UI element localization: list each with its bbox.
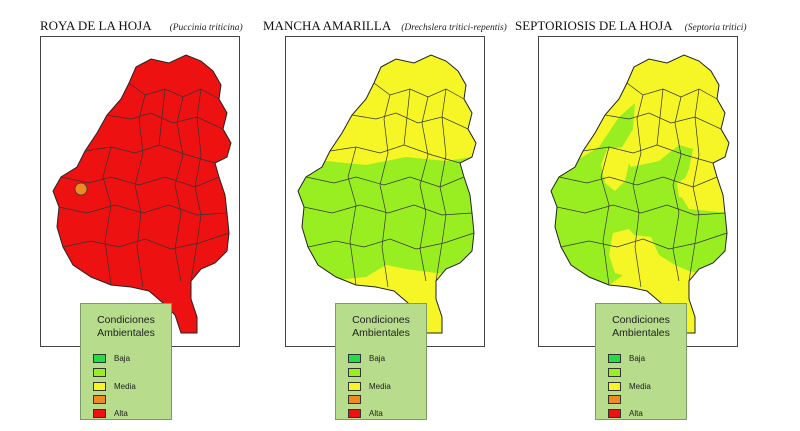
orange-spot xyxy=(74,182,88,196)
legend-label-media: Media xyxy=(369,382,391,391)
map-frame xyxy=(538,36,738,347)
panel-roya: ROYA DE LA HOJA (Puccinia triticina) Cond xyxy=(40,0,296,431)
zone-media-patch-b xyxy=(609,229,639,277)
legend: Condiciones Ambientales Baja Media Alta xyxy=(80,303,172,420)
legend-row-naranja xyxy=(93,394,114,405)
department-boundaries xyxy=(556,82,728,288)
legend-label-alta: Alta xyxy=(629,409,643,418)
province-shape xyxy=(52,54,232,334)
department-boundaries xyxy=(303,82,475,288)
panel-title: ROYA DE LA HOJA (Puccinia triticina) xyxy=(40,18,243,34)
title-scientific-name: (Septoria tritici) xyxy=(684,23,747,33)
title-main: MANCHA AMARILLA xyxy=(263,18,392,33)
legend-label-baja: Baja xyxy=(369,354,386,363)
legend-title-line1: Condiciones xyxy=(612,314,670,326)
legend-row-verde xyxy=(608,367,629,378)
legend-row-baja: Baja xyxy=(608,353,645,364)
title-scientific-name: (Drechslera tritici-repentis) xyxy=(401,23,507,33)
legend-title-line2: Ambientales xyxy=(97,327,155,339)
panel-title: MANCHA AMARILLA (Drechslera tritici-repen… xyxy=(263,18,507,34)
legend-swatch-baja xyxy=(348,354,361,363)
zone-media-patch-a xyxy=(601,147,629,191)
legend-label-media: Media xyxy=(114,382,136,391)
zone-green xyxy=(551,103,729,285)
legend-swatch-naranja xyxy=(93,395,106,404)
department-boundaries xyxy=(58,82,230,288)
panel-title: SEPTORIOSIS DE LA HOJA (Septoria tritici) xyxy=(515,18,747,34)
legend-title-line1: Condiciones xyxy=(97,314,155,326)
province-outline xyxy=(297,54,477,334)
panel-septoriosis: SEPTORIOSIS DE LA HOJA (Septoria tritici) xyxy=(515,0,771,431)
legend-label-baja: Baja xyxy=(629,354,646,363)
legend-swatch-verde xyxy=(93,368,106,377)
legend-row-media: Media xyxy=(608,381,651,392)
legend-row-naranja xyxy=(608,394,629,405)
zone-media-patch-c xyxy=(677,177,695,199)
legend-title-line2: Ambientales xyxy=(612,327,670,339)
legend-label-baja: Baja xyxy=(114,354,131,363)
legend-swatch-baja xyxy=(608,354,621,363)
legend-row-baja: Baja xyxy=(348,353,385,364)
province-map xyxy=(550,54,730,334)
legend-title-line2: Ambientales xyxy=(352,327,410,339)
legend-row-naranja xyxy=(348,394,369,405)
legend-swatch-alta xyxy=(93,409,106,418)
zone-green xyxy=(298,155,476,281)
province-map xyxy=(297,54,477,334)
legend-title-line1: Condiciones xyxy=(352,314,410,326)
legend-row-alta: Alta xyxy=(348,408,383,419)
legend: Condiciones Ambientales Baja Media Alta xyxy=(595,303,687,420)
legend: Condiciones Ambientales Baja Media Alta xyxy=(335,303,427,420)
province-map xyxy=(52,54,232,334)
map-frame xyxy=(40,36,240,347)
legend-label-alta: Alta xyxy=(114,409,128,418)
panel-mancha-amarilla: MANCHA AMARILLA (Drechslera tritici-repen… xyxy=(263,0,519,431)
legend-swatch-media xyxy=(608,382,621,391)
legend-title: Condiciones Ambientales xyxy=(81,314,171,340)
legend-label-media: Media xyxy=(629,382,651,391)
province-outline xyxy=(550,54,730,334)
title-main: ROYA DE LA HOJA xyxy=(40,18,152,33)
map-frame xyxy=(285,36,485,347)
legend-swatch-media xyxy=(348,382,361,391)
legend-swatch-verde xyxy=(608,368,621,377)
legend-title: Condiciones Ambientales xyxy=(336,314,426,340)
title-scientific-name: (Puccinia triticina) xyxy=(169,23,243,33)
legend-row-alta: Alta xyxy=(93,408,128,419)
title-main: SEPTORIOSIS DE LA HOJA xyxy=(515,18,673,33)
legend-swatch-verde xyxy=(348,368,361,377)
legend-swatch-alta xyxy=(608,409,621,418)
legend-row-verde xyxy=(348,367,369,378)
legend-swatch-media xyxy=(93,382,106,391)
legend-swatch-alta xyxy=(348,409,361,418)
legend-row-baja: Baja xyxy=(93,353,130,364)
legend-row-media: Media xyxy=(348,381,391,392)
legend-row-verde xyxy=(93,367,114,378)
legend-swatch-naranja xyxy=(608,395,621,404)
legend-title: Condiciones Ambientales xyxy=(596,314,686,340)
legend-row-media: Media xyxy=(93,381,136,392)
legend-swatch-naranja xyxy=(348,395,361,404)
legend-row-alta: Alta xyxy=(608,408,643,419)
legend-swatch-baja xyxy=(93,354,106,363)
legend-label-alta: Alta xyxy=(369,409,383,418)
